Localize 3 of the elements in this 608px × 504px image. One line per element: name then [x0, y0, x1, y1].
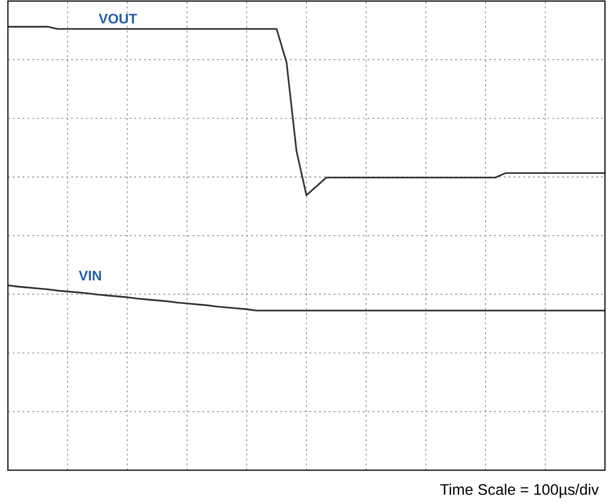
text: Time Scale = 100µs/div	[440, 484, 599, 498]
series-label: VIN	[78, 270, 101, 280]
series-label: VOUT	[98, 14, 138, 24]
